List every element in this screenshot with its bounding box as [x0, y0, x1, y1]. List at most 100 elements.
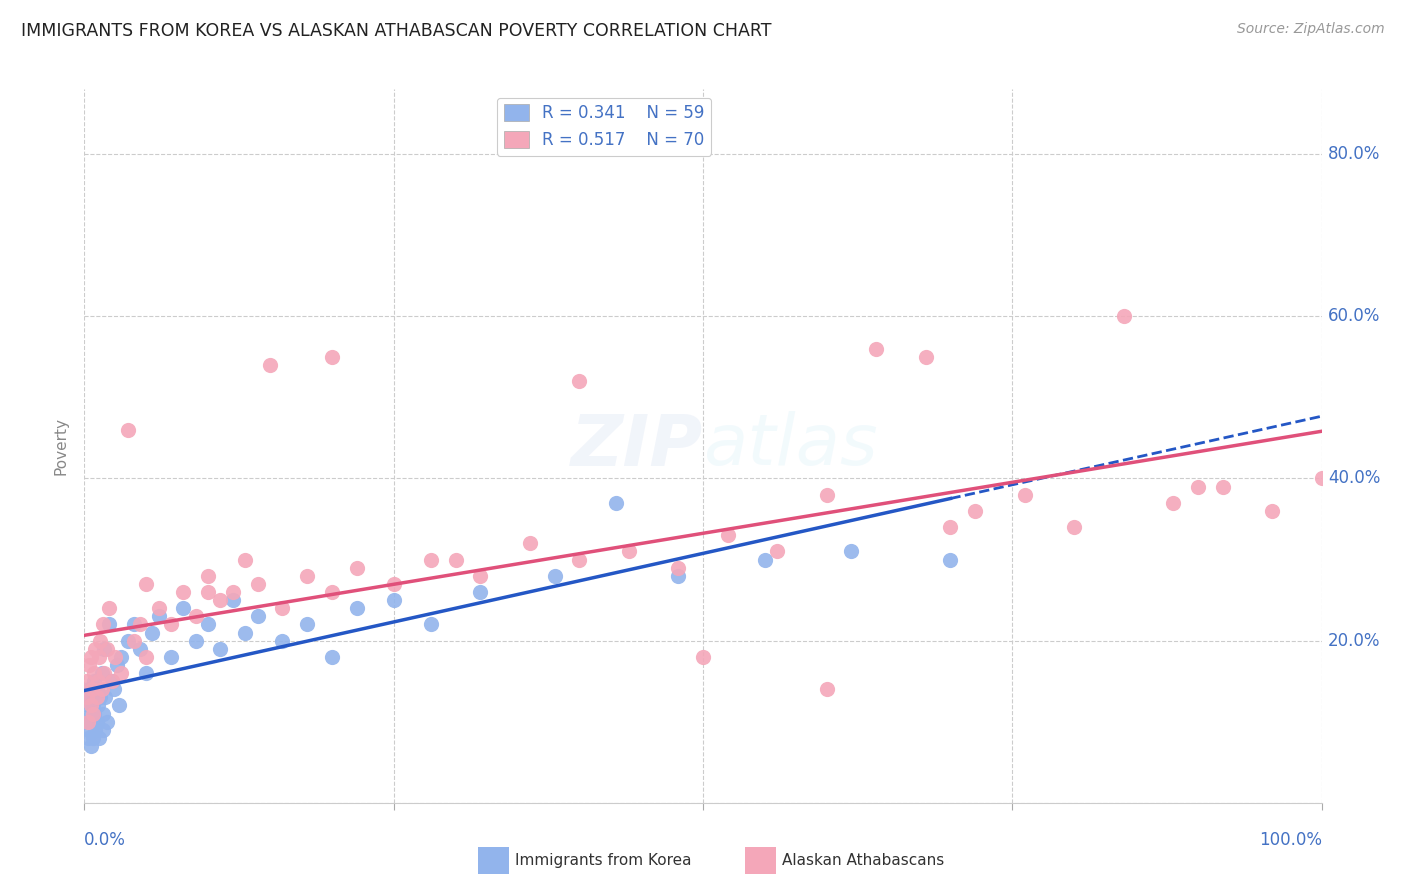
- Point: [98, 601, 121, 615]
- Point: [87, 698, 110, 713]
- Text: 80.0%: 80.0%: [1327, 145, 1381, 163]
- Point: [83, 706, 105, 721]
- Point: [444, 552, 467, 566]
- Point: [939, 552, 962, 566]
- Point: [209, 593, 232, 607]
- Point: [79, 706, 101, 721]
- Point: [568, 374, 591, 388]
- Point: [160, 617, 183, 632]
- Point: [135, 666, 157, 681]
- Point: [91, 706, 114, 721]
- Point: [77, 714, 100, 729]
- Point: [184, 633, 207, 648]
- Point: [83, 666, 105, 681]
- Point: [295, 617, 318, 632]
- Point: [346, 560, 368, 574]
- Point: [605, 496, 627, 510]
- Point: [939, 520, 962, 534]
- Point: [91, 723, 114, 737]
- Point: [617, 544, 640, 558]
- Point: [79, 739, 101, 753]
- Point: [104, 649, 127, 664]
- Point: [172, 585, 194, 599]
- Point: [86, 682, 108, 697]
- Point: [148, 601, 170, 615]
- Point: [543, 568, 565, 582]
- Point: [233, 552, 256, 566]
- Point: [100, 674, 122, 689]
- Point: [100, 674, 122, 689]
- Point: [419, 617, 441, 632]
- Point: [470, 585, 492, 599]
- Point: [666, 568, 689, 582]
- Point: [271, 601, 294, 615]
- Point: [815, 488, 838, 502]
- Text: 0.0%: 0.0%: [84, 831, 127, 849]
- Point: [419, 552, 441, 566]
- Point: [692, 649, 714, 664]
- Text: IMMIGRANTS FROM KOREA VS ALASKAN ATHABASCAN POVERTY CORRELATION CHART: IMMIGRANTS FROM KOREA VS ALASKAN ATHABAS…: [21, 22, 772, 40]
- Point: [93, 666, 115, 681]
- Point: [321, 649, 343, 664]
- Text: Source: ZipAtlas.com: Source: ZipAtlas.com: [1237, 22, 1385, 37]
- Point: [96, 714, 118, 729]
- Text: 100.0%: 100.0%: [1258, 831, 1322, 849]
- Point: [79, 723, 101, 737]
- Point: [914, 350, 936, 364]
- Point: [197, 568, 219, 582]
- Point: [766, 544, 789, 558]
- Point: [79, 657, 101, 672]
- Point: [80, 714, 103, 729]
- Point: [568, 552, 591, 566]
- Point: [82, 698, 104, 713]
- Point: [1187, 479, 1209, 493]
- Point: [222, 585, 245, 599]
- Point: [1212, 479, 1234, 493]
- Point: [129, 641, 152, 656]
- Text: 40.0%: 40.0%: [1327, 469, 1381, 487]
- Point: [321, 585, 343, 599]
- Point: [160, 649, 183, 664]
- Text: Alaskan Athabascans: Alaskan Athabascans: [782, 854, 943, 868]
- Point: [84, 641, 107, 656]
- Point: [80, 690, 103, 705]
- Point: [197, 585, 219, 599]
- Point: [841, 544, 863, 558]
- Point: [89, 690, 111, 705]
- Point: [76, 690, 98, 705]
- Point: [1261, 504, 1284, 518]
- Point: [135, 649, 157, 664]
- Point: [1161, 496, 1184, 510]
- Point: [1112, 310, 1135, 324]
- Point: [93, 641, 115, 656]
- Point: [77, 731, 100, 745]
- Point: [110, 666, 132, 681]
- Point: [103, 682, 125, 697]
- Point: [346, 601, 368, 615]
- Point: [79, 698, 101, 713]
- Point: [76, 714, 98, 729]
- Point: [1063, 520, 1085, 534]
- Point: [135, 577, 157, 591]
- Text: Immigrants from Korea: Immigrants from Korea: [515, 854, 692, 868]
- Point: [717, 528, 740, 542]
- Point: [77, 698, 100, 713]
- Point: [75, 674, 97, 689]
- Point: [122, 633, 145, 648]
- Point: [89, 649, 111, 664]
- Point: [197, 617, 219, 632]
- Point: [94, 690, 117, 705]
- Point: [148, 609, 170, 624]
- Point: [82, 731, 104, 745]
- Point: [233, 625, 256, 640]
- Point: [83, 674, 105, 689]
- Point: [815, 682, 838, 697]
- Point: [91, 617, 114, 632]
- Point: [382, 593, 405, 607]
- Point: [98, 617, 121, 632]
- Point: [86, 714, 108, 729]
- Point: [105, 657, 128, 672]
- Point: [110, 649, 132, 664]
- Point: [321, 350, 343, 364]
- Legend: R = 0.341    N = 59, R = 0.517    N = 70: R = 0.341 N = 59, R = 0.517 N = 70: [496, 97, 711, 155]
